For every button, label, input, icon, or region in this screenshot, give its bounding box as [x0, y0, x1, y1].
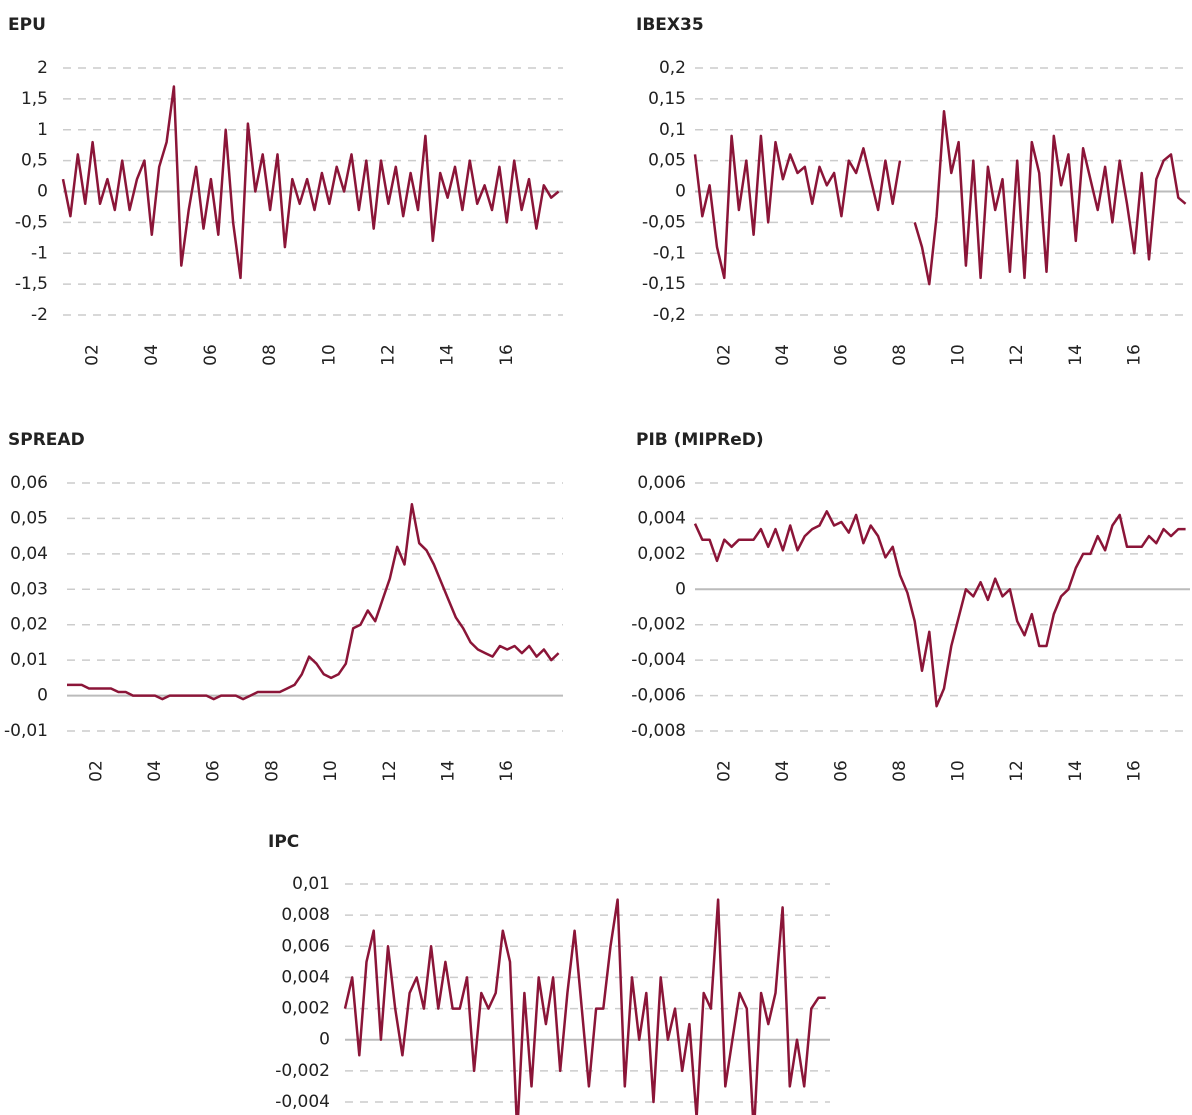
y-tick-label: -0,1: [653, 243, 686, 263]
x-tick-label: 16: [497, 344, 517, 366]
data-line: [343, 898, 826, 1115]
x-tick-label: 02: [86, 760, 106, 782]
chart-panel: EPU 2 1,5 1 0,5 0 -0,5 -1 -1,5 -2 02 04 06 08 10 12 14 16: [8, 15, 563, 366]
chart-title: IPC: [268, 832, 299, 852]
y-tick-label: 1,5: [21, 89, 48, 109]
x-tick-label: 14: [438, 344, 458, 366]
chart-panel: PIB (MIPReD) 0,006 0,004 0,002 0 -0,002 -0,004…: [631, 430, 1190, 782]
x-tick-label: 04: [145, 760, 165, 782]
y-tick-label: -0,15: [642, 274, 686, 294]
chart-panel: IBEX35 0,2 0,15 0,1 0,05 0 -0,05 -0,1 -0,15 -0,2 0…: [636, 15, 1190, 366]
y-tick-label: 0: [37, 182, 48, 202]
x-tick-label: 12: [1007, 344, 1027, 366]
y-tick-label: 0,1: [659, 120, 686, 140]
y-tick-label: -0,05: [642, 212, 686, 232]
y-tick-label: 0,03: [10, 579, 48, 599]
x-tick-label: 06: [201, 344, 221, 366]
x-tick-label: 04: [142, 344, 162, 366]
data-line: [61, 85, 560, 280]
y-tick-label: 0,01: [292, 874, 330, 894]
y-tick-label: -0,2: [653, 305, 686, 325]
x-tick-label: 02: [714, 344, 734, 366]
chart-title: EPU: [8, 15, 46, 35]
y-tick-label: -1: [31, 243, 48, 263]
y-tick-label: -0,006: [631, 686, 686, 706]
y-tick-label: -0,004: [631, 650, 686, 670]
chart-title: PIB (MIPReD): [636, 430, 764, 450]
y-tick-label: 0,05: [10, 508, 48, 528]
data-line: [693, 109, 1187, 286]
y-tick-label: 0,006: [281, 936, 330, 956]
y-tick-label: 0,01: [10, 650, 48, 670]
chart-title: IBEX35: [636, 15, 704, 35]
data-line: [693, 510, 1186, 708]
y-tick-label: 0: [319, 1030, 330, 1050]
y-tick-label: 0,004: [637, 508, 686, 528]
y-tick-label: 1: [37, 120, 48, 140]
x-tick-label: 08: [890, 344, 910, 366]
data-line: [67, 503, 560, 701]
x-tick-label: 08: [260, 344, 280, 366]
y-tick-label: -0,008: [631, 721, 686, 741]
x-tick-label: 12: [378, 344, 398, 366]
x-tick-label: 14: [1066, 344, 1086, 366]
chart-title: SPREAD: [8, 430, 85, 450]
y-tick-label: -0,01: [4, 721, 48, 741]
x-tick-label: 10: [949, 344, 969, 366]
y-tick-label: 0,006: [637, 473, 686, 493]
y-tick-label: 0,008: [281, 905, 330, 925]
y-tick-label: -1,5: [15, 274, 48, 294]
y-tick-label: -0,004: [275, 1092, 330, 1112]
chart-panel: IPC 0,01 0,008 0,006 0,004 0,002 0 -0,002 -0,004: [268, 832, 830, 1115]
y-tick-label: 0,004: [281, 967, 330, 987]
y-tick-label: 0,002: [281, 999, 330, 1019]
x-tick-label: 16: [497, 760, 517, 782]
y-tick-label: 0,002: [637, 544, 686, 564]
y-tick-label: 0,06: [10, 473, 48, 493]
chart-panel: SPREAD 0,06 0,05 0,04 0,03 0,02 0,01 0 -0,01 02 04…: [4, 430, 563, 782]
x-tick-label: 10: [319, 344, 339, 366]
y-tick-label: 0,04: [10, 544, 48, 564]
x-tick-label: 14: [439, 760, 459, 782]
y-tick-label: 0: [675, 579, 686, 599]
x-tick-label: 04: [773, 760, 793, 782]
x-tick-label: 02: [714, 760, 734, 782]
y-tick-label: 0,02: [10, 615, 48, 635]
x-tick-label: 06: [831, 344, 851, 366]
x-tick-label: 06: [204, 760, 224, 782]
x-tick-label: 08: [262, 760, 282, 782]
x-tick-label: 14: [1066, 760, 1086, 782]
y-tick-label: -0,5: [15, 212, 48, 232]
y-tick-label: 2: [37, 58, 48, 78]
y-tick-label: 0,15: [648, 89, 686, 109]
y-tick-label: -2: [31, 305, 48, 325]
x-tick-label: 06: [831, 760, 851, 782]
x-tick-label: 12: [1007, 760, 1027, 782]
x-tick-label: 16: [1124, 760, 1144, 782]
x-tick-label: 10: [949, 760, 969, 782]
x-tick-label: 10: [321, 760, 341, 782]
x-tick-label: 16: [1124, 344, 1144, 366]
x-tick-label: 12: [380, 760, 400, 782]
x-tick-label: 08: [890, 760, 910, 782]
y-tick-label: 0: [37, 686, 48, 706]
y-tick-label: -0,002: [275, 1061, 330, 1081]
y-tick-label: -0,002: [631, 615, 686, 635]
y-tick-label: 0: [675, 182, 686, 202]
y-tick-label: 0,05: [648, 151, 686, 171]
y-tick-label: 0,5: [21, 151, 48, 171]
x-tick-label: 02: [83, 344, 103, 366]
x-tick-label: 04: [773, 344, 793, 366]
y-tick-label: 0,2: [659, 58, 686, 78]
